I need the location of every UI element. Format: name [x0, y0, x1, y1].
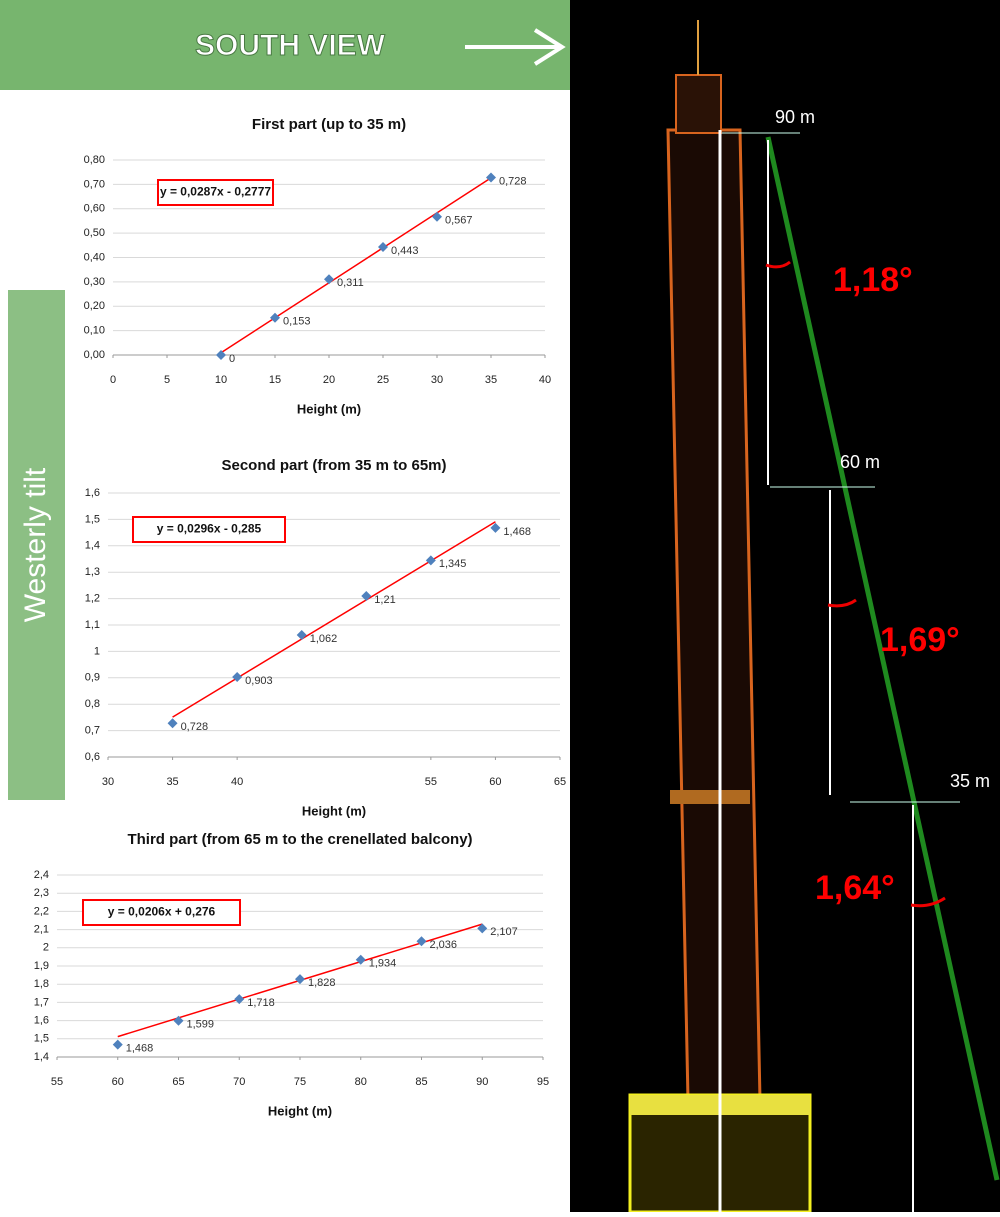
x-tick-label: 40: [231, 776, 243, 788]
y-tick-label: 1,8: [34, 978, 49, 990]
right-panel: [570, 0, 1000, 1212]
x-tick-label: 55: [425, 776, 437, 788]
data-label: 0,443: [391, 245, 419, 257]
data-label: 1,599: [187, 1019, 215, 1031]
x-tick-label: 70: [233, 1076, 245, 1088]
x-tick-label: 30: [431, 374, 443, 386]
data-label: 1,468: [503, 526, 531, 538]
x-axis-label: Height (m): [302, 803, 366, 818]
equation: y = 0,0287x - 0,2777: [160, 185, 271, 199]
x-tick-label: 65: [172, 1076, 184, 1088]
y-tick-label: 1,1: [85, 619, 100, 631]
x-tick-label: 35: [485, 374, 497, 386]
data-label: 1,828: [308, 977, 336, 989]
y-tick-label: 1,2: [85, 593, 100, 605]
y-tick-label: 0,30: [84, 276, 105, 288]
y-tick-label: 1,6: [34, 1015, 49, 1027]
data-label: 0,728: [499, 175, 527, 187]
equation: y = 0,0296x - 0,285: [157, 522, 262, 536]
data-label: 0,311: [337, 277, 364, 289]
y-tick-label: 0,10: [84, 325, 105, 337]
y-tick-label: 0,60: [84, 203, 105, 215]
height-label: 60 m: [840, 452, 880, 472]
height-label: 90 m: [775, 107, 815, 127]
y-tick-label: 1,6: [85, 487, 100, 499]
y-tick-label: 1,4: [85, 540, 100, 552]
y-tick-label: 0,70: [84, 178, 105, 190]
x-tick-label: 75: [294, 1076, 306, 1088]
height-label: 35 m: [950, 771, 990, 791]
angle-label: 1,18°: [833, 261, 913, 299]
data-label: 1,934: [369, 958, 397, 970]
data-label: 1,21: [374, 594, 395, 606]
angle-label: 1,69°: [880, 621, 960, 659]
page: SOUTH VIEW Westerly tilt 90 m 60 m 35 m …: [0, 0, 1000, 1212]
x-tick-label: 0: [110, 374, 116, 386]
data-label: 1,468: [126, 1043, 154, 1055]
y-tick-label: 0,9: [85, 672, 100, 684]
y-tick-label: 0,8: [85, 698, 100, 710]
header-title: SOUTH VIEW: [195, 29, 386, 62]
y-tick-label: 1,7: [34, 996, 49, 1008]
data-label: 2,107: [490, 926, 518, 938]
y-tick-label: 0,20: [84, 300, 105, 312]
x-tick-label: 80: [355, 1076, 367, 1088]
data-label: 1,062: [310, 633, 338, 645]
chart-title: Second part (from 35 m to 65m): [221, 457, 446, 474]
data-label: 0,903: [245, 675, 273, 687]
chart-title: Third part (from 65 m to the crenellated…: [127, 831, 472, 848]
x-tick-label: 55: [51, 1076, 63, 1088]
data-label: 0,567: [445, 215, 473, 227]
data-label: 1,345: [439, 558, 467, 570]
data-label: 2,036: [430, 939, 458, 951]
y-tick-label: 0,7: [85, 725, 100, 737]
data-label: 1,718: [247, 997, 275, 1009]
angle-label: 1,64°: [815, 869, 895, 907]
y-tick-label: 1,3: [85, 566, 100, 578]
x-tick-label: 15: [269, 374, 281, 386]
y-tick-label: 0,6: [85, 751, 100, 763]
x-axis-label: Height (m): [268, 1103, 332, 1118]
x-tick-label: 30: [102, 776, 114, 788]
y-tick-label: 0,40: [84, 251, 105, 263]
y-tick-label: 1,5: [34, 1033, 49, 1045]
x-tick-label: 25: [377, 374, 389, 386]
x-tick-label: 95: [537, 1076, 549, 1088]
y-tick-label: 0,80: [84, 154, 105, 166]
x-tick-label: 20: [323, 374, 335, 386]
chart-title: First part (up to 35 m): [252, 116, 406, 133]
y-tick-label: 1,9: [34, 960, 49, 972]
data-label: 0,728: [181, 721, 209, 733]
x-tick-label: 5: [164, 374, 170, 386]
y-tick-label: 1: [94, 645, 100, 657]
y-tick-label: 0,00: [84, 349, 105, 361]
side-label: Westerly tilt: [19, 467, 52, 622]
y-tick-label: 2,2: [34, 905, 49, 917]
x-axis-label: Height (m): [297, 401, 361, 416]
y-tick-label: 2,3: [34, 887, 49, 899]
x-tick-label: 90: [476, 1076, 488, 1088]
x-tick-label: 35: [166, 776, 178, 788]
equation: y = 0,0206x + 0,276: [108, 905, 216, 919]
x-tick-label: 60: [489, 776, 501, 788]
data-label: 0,153: [283, 316, 311, 328]
y-tick-label: 2,4: [34, 869, 49, 881]
x-tick-label: 85: [415, 1076, 427, 1088]
y-tick-label: 1,4: [34, 1051, 49, 1063]
x-tick-label: 10: [215, 374, 227, 386]
data-label: 0: [229, 353, 235, 365]
y-tick-label: 2,1: [34, 924, 49, 936]
x-tick-label: 65: [554, 776, 566, 788]
y-tick-label: 2: [43, 942, 49, 954]
y-tick-label: 0,50: [84, 227, 105, 239]
figure: SOUTH VIEW Westerly tilt 90 m 60 m 35 m …: [0, 0, 1000, 1212]
x-tick-label: 60: [112, 1076, 124, 1088]
x-tick-label: 40: [539, 374, 551, 386]
y-tick-label: 1,5: [85, 513, 100, 525]
